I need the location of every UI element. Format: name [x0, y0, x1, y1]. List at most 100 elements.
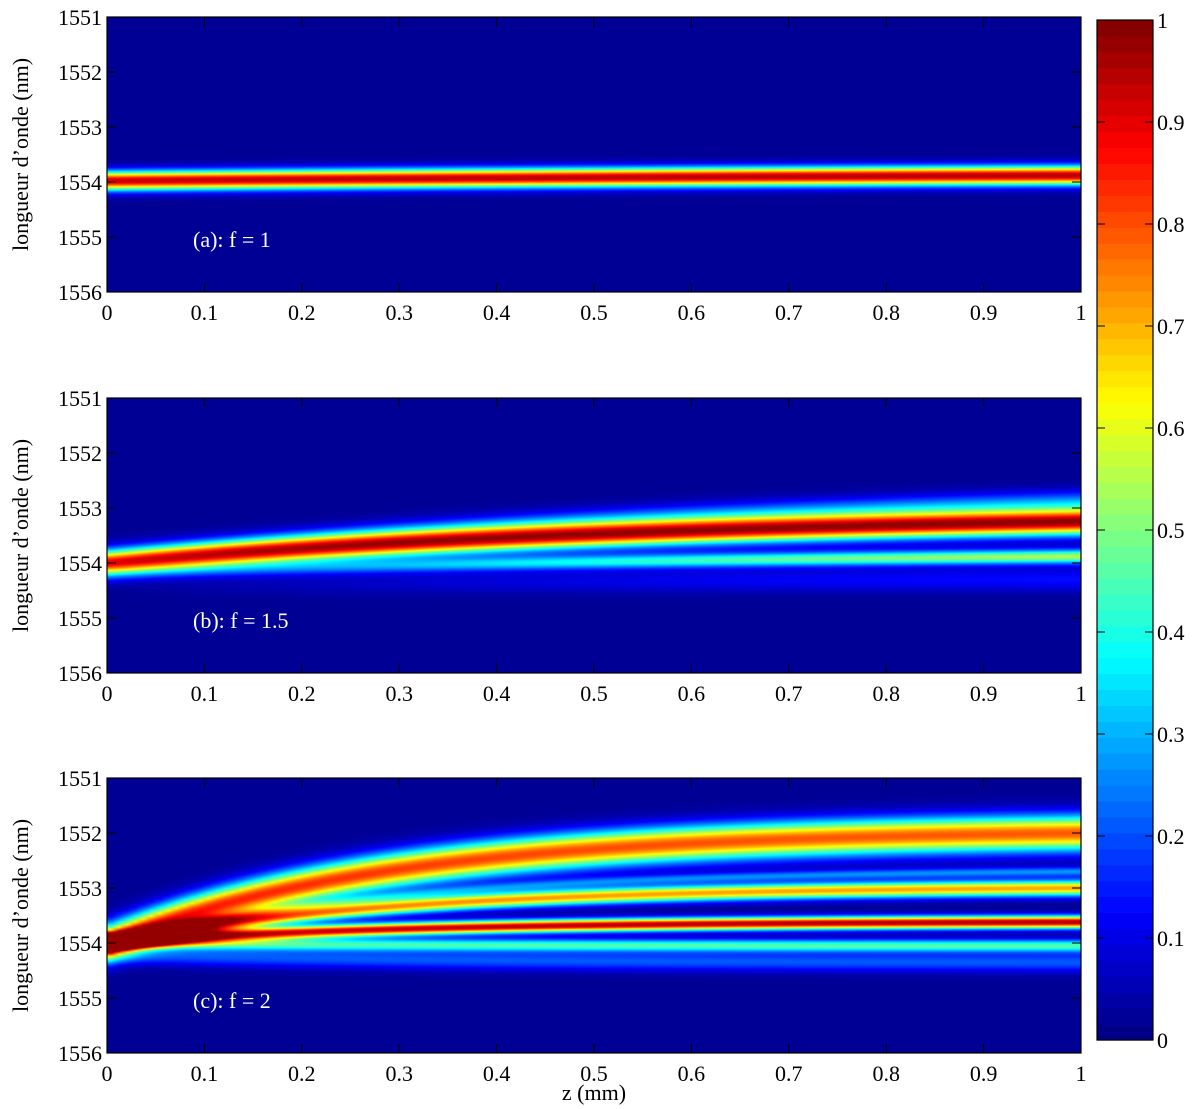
x-tick-label: 0 [102, 300, 113, 325]
x-tick-label: 0.8 [872, 300, 900, 325]
x-tick-label: 0.2 [288, 300, 316, 325]
colorbar-step [1097, 609, 1153, 627]
y-axis-label: longueur d’onde (nm) [8, 439, 33, 632]
colorbar-step [1097, 147, 1153, 165]
colorbar-step [1097, 466, 1153, 483]
y-tick-label: 1552 [58, 441, 102, 466]
colorbar-tick-label: 0.5 [1157, 518, 1185, 543]
colorbar-step [1097, 641, 1153, 659]
colorbar: 0 0.1 0.2 0.3 0.4 0.5 0.6 0.7 0.8 0.9 1 [1096, 8, 1185, 1053]
x-tick-label: 0.7 [775, 681, 803, 706]
panel-annotation: (c): f = 2 [193, 988, 271, 1013]
y-tick-label: 1554 [58, 551, 102, 576]
colorbar-step [1097, 673, 1153, 690]
colorbar-step [1097, 593, 1153, 611]
colorbar-step [1097, 450, 1153, 467]
colorbar-step [1097, 275, 1153, 292]
panel-a: 0 0.1 0.2 0.3 0.4 0.5 0.6 0.7 0.8 0.9 1 1551 1552 155… [8, 5, 1087, 325]
x-tick-label: 0.5 [580, 300, 608, 325]
colorbar-step [1097, 657, 1153, 675]
colorbar-step [1097, 625, 1153, 643]
x-tick-label: 1 [1076, 1061, 1087, 1086]
x-tick-label: 0.5 [580, 681, 608, 706]
panel-annotation: (a): f = 1 [193, 227, 271, 252]
colorbar-step [1097, 912, 1153, 930]
colorbar-step [1097, 864, 1153, 882]
x-tick-label: 0.3 [385, 300, 413, 325]
colorbar-tick-label: 0.7 [1157, 314, 1185, 339]
x-tick-label: 0.1 [191, 681, 219, 706]
colorbar-tick-label: 0.1 [1157, 926, 1185, 951]
x-axis-label: z (mm) [562, 1080, 626, 1105]
y-tick-label: 1553 [58, 496, 102, 521]
y-tick-label: 1551 [58, 5, 102, 30]
colorbar-step [1097, 721, 1153, 738]
x-tick-label: 0.9 [970, 300, 998, 325]
colorbar-step [1097, 67, 1153, 85]
colorbar-step [1097, 545, 1153, 563]
colorbar-step [1097, 179, 1153, 196]
colorbar-step [1097, 928, 1153, 945]
x-tick-label: 1 [1076, 300, 1087, 325]
colorbar-step [1097, 848, 1153, 866]
panel-annotation: (b): f = 1.5 [193, 608, 289, 633]
colorbar-step [1097, 816, 1153, 834]
colorbar-step [1097, 944, 1153, 961]
colorbar-step [1097, 832, 1153, 850]
y-tick-label: 1554 [58, 931, 102, 956]
y-axis-label: longueur d’onde (nm) [8, 819, 33, 1012]
colorbar-tick-label: 0 [1157, 1028, 1168, 1053]
x-tick-label: 0.6 [678, 1061, 706, 1086]
colorbar-step [1097, 354, 1153, 372]
colorbar-step [1097, 35, 1153, 53]
y-tick-label: 1552 [58, 821, 102, 846]
colorbar-step [1097, 960, 1153, 977]
colorbar-step [1097, 1024, 1153, 1041]
x-tick-label: 0.6 [678, 681, 706, 706]
x-tick-label: 0.7 [775, 300, 803, 325]
panel-b: 0 0.1 0.2 0.3 0.4 0.5 0.6 0.7 0.8 0.9 1 1551 1552 155… [8, 386, 1087, 706]
colorbar-step [1097, 211, 1153, 228]
y-tick-label: 1551 [58, 386, 102, 411]
x-tick-label: 0.7 [775, 1061, 803, 1086]
colorbar-step [1097, 1008, 1153, 1025]
colorbar-tick-label: 0.6 [1157, 416, 1185, 441]
y-tick-label: 1554 [58, 170, 102, 195]
colorbar-step [1097, 322, 1153, 340]
heatmap-image [107, 778, 1081, 1053]
colorbar-step [1097, 418, 1153, 435]
colorbar-step [1097, 259, 1153, 276]
colorbar-tick-label: 0.8 [1157, 212, 1185, 237]
colorbar-step [1097, 115, 1153, 133]
x-tick-label: 0.1 [191, 1061, 219, 1086]
colorbar-step [1097, 880, 1153, 898]
colorbar-step [1097, 498, 1153, 515]
x-tick-label: 0.2 [288, 1061, 316, 1086]
x-tick-label: 0.3 [385, 1061, 413, 1086]
colorbar-step [1097, 530, 1153, 547]
colorbar-step [1097, 753, 1153, 770]
y-tick-label: 1556 [58, 1041, 102, 1066]
colorbar-step [1097, 896, 1153, 914]
x-tick-label: 0.4 [483, 300, 511, 325]
colorbar-step [1097, 689, 1153, 706]
colorbar-step [1097, 99, 1153, 117]
colorbar-step [1097, 290, 1153, 308]
colorbar-step [1097, 243, 1153, 260]
colorbar-tick-label: 0.4 [1157, 620, 1185, 645]
colorbar-step [1097, 306, 1153, 324]
colorbar-step [1097, 20, 1153, 37]
colorbar-step [1097, 386, 1153, 404]
x-tick-label: 0.2 [288, 681, 316, 706]
x-tick-label: 0.5 [580, 1061, 608, 1086]
y-tick-label: 1553 [58, 876, 102, 901]
y-tick-label: 1556 [58, 280, 102, 305]
y-tick-label: 1555 [58, 606, 102, 631]
x-tick-label: 0.9 [970, 681, 998, 706]
heatmap-image [107, 398, 1081, 673]
x-tick-label: 0.4 [483, 681, 511, 706]
x-tick-label: 0.6 [678, 300, 706, 325]
y-axis-label: longueur d’onde (nm) [8, 58, 33, 251]
colorbar-step [1097, 561, 1153, 579]
